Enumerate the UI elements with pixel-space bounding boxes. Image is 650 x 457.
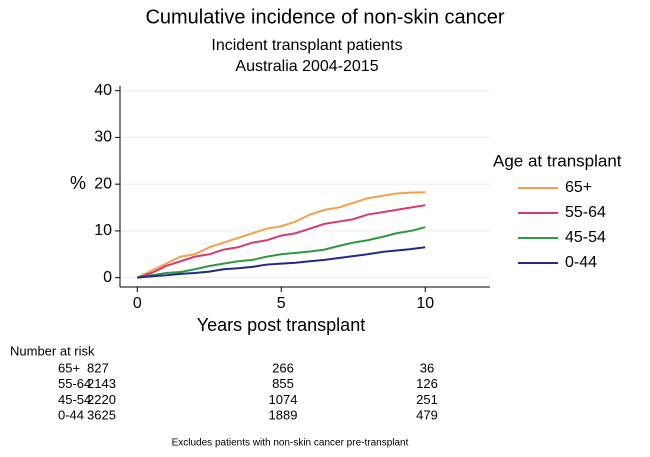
risk-value: 251 xyxy=(416,392,438,407)
risk-value: 1889 xyxy=(269,408,298,423)
risk-value: 1074 xyxy=(269,392,298,407)
risk-value: 266 xyxy=(272,360,294,375)
legend-title: Age at transplant xyxy=(493,151,622,170)
legend-label: 0-44 xyxy=(565,254,597,271)
risk-row-label: 0-44 xyxy=(58,408,84,423)
series-line xyxy=(137,246,426,279)
footnote: Excludes patients with non-skin cancer p… xyxy=(172,438,409,449)
risk-value: 36 xyxy=(420,360,434,375)
y-tick-label: 40 xyxy=(94,82,112,99)
risk-value: 855 xyxy=(272,376,294,391)
y-axis-label: % xyxy=(70,173,86,193)
risk-value: 2143 xyxy=(87,376,116,391)
legend-label: 55-64 xyxy=(565,204,606,221)
chart-title: Cumulative incidence of non-skin cancer xyxy=(145,6,504,28)
y-tick-label: 10 xyxy=(94,222,112,239)
legend-label: 45-54 xyxy=(565,229,606,246)
chart-subtitle: Incident transplant patients xyxy=(211,37,402,54)
y-tick-label: 30 xyxy=(94,129,112,146)
risk-value: 3625 xyxy=(87,408,116,423)
x-tick-label: 10 xyxy=(416,295,434,312)
chart-subtitle: Australia 2004-2015 xyxy=(235,58,378,75)
risk-row-label: 55-64 xyxy=(58,376,91,391)
risk-row-label: 45-54 xyxy=(58,392,91,407)
y-tick-label: 20 xyxy=(94,175,112,192)
x-axis-label: Years post transplant xyxy=(197,315,365,335)
risk-value: 479 xyxy=(416,408,438,423)
x-tick-label: 0 xyxy=(133,295,142,312)
risk-table-title: Number at risk xyxy=(10,343,95,358)
risk-value: 126 xyxy=(416,376,438,391)
series-line xyxy=(136,191,426,279)
x-tick-label: 5 xyxy=(277,295,286,312)
series-line xyxy=(137,226,426,279)
series-line xyxy=(136,204,426,279)
risk-value: 2220 xyxy=(87,392,116,407)
risk-value: 827 xyxy=(87,360,109,375)
legend-label: 65+ xyxy=(565,179,592,196)
risk-row-label: 65+ xyxy=(58,360,80,375)
y-tick-label: 0 xyxy=(103,269,112,286)
